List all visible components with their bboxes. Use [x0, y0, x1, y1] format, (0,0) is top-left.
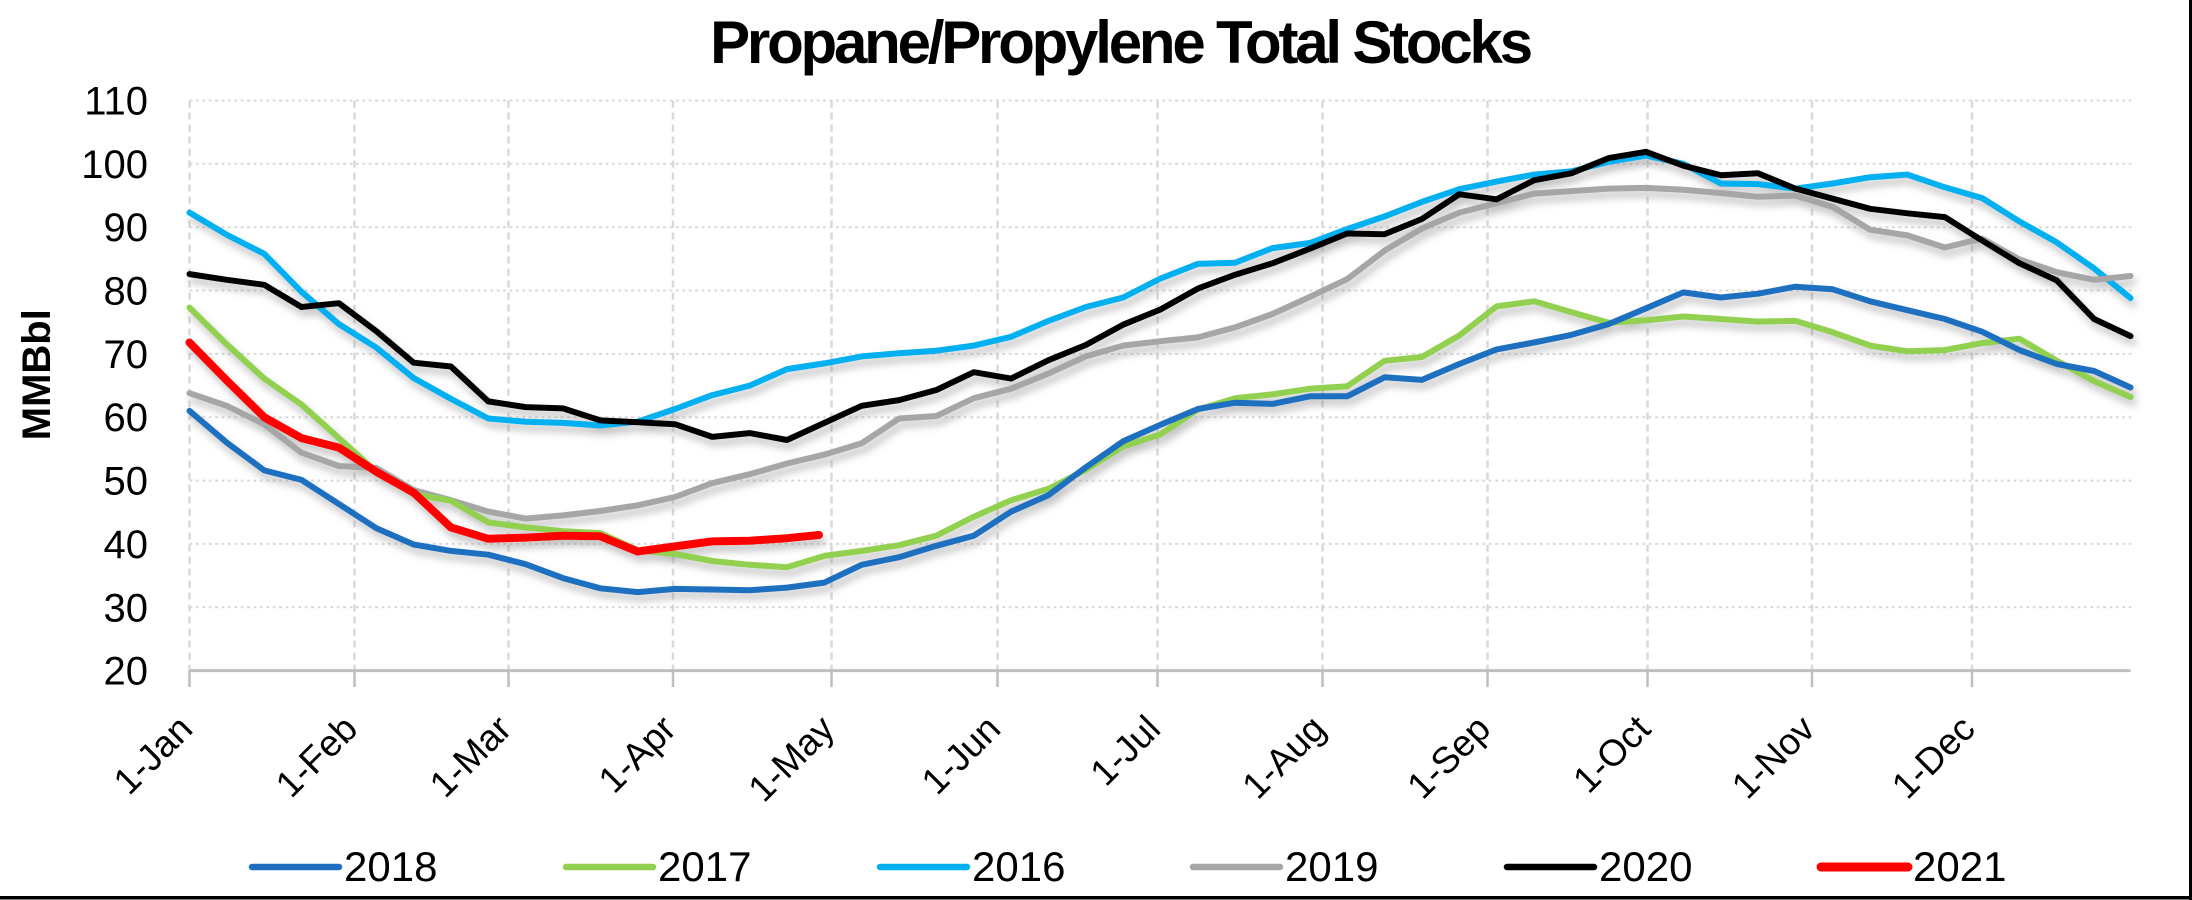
svg-text:2017: 2017 [658, 843, 751, 890]
svg-text:100: 100 [81, 143, 148, 187]
svg-text:Propane/Propylene Total Stocks: Propane/Propylene Total Stocks [710, 9, 1531, 76]
svg-text:80: 80 [104, 270, 149, 314]
svg-text:90: 90 [104, 206, 149, 250]
svg-text:20: 20 [104, 650, 149, 694]
svg-text:MMBbl: MMBbl [15, 309, 59, 440]
svg-text:60: 60 [104, 396, 149, 440]
svg-text:30: 30 [104, 586, 149, 630]
svg-text:110: 110 [84, 80, 148, 124]
svg-text:70: 70 [104, 333, 149, 377]
svg-text:2019: 2019 [1285, 843, 1378, 890]
svg-text:2021: 2021 [1913, 843, 2006, 890]
svg-text:50: 50 [104, 460, 149, 504]
svg-text:2016: 2016 [972, 843, 1065, 890]
svg-text:40: 40 [104, 523, 149, 567]
svg-text:2018: 2018 [344, 843, 437, 890]
svg-text:2020: 2020 [1599, 843, 1692, 890]
